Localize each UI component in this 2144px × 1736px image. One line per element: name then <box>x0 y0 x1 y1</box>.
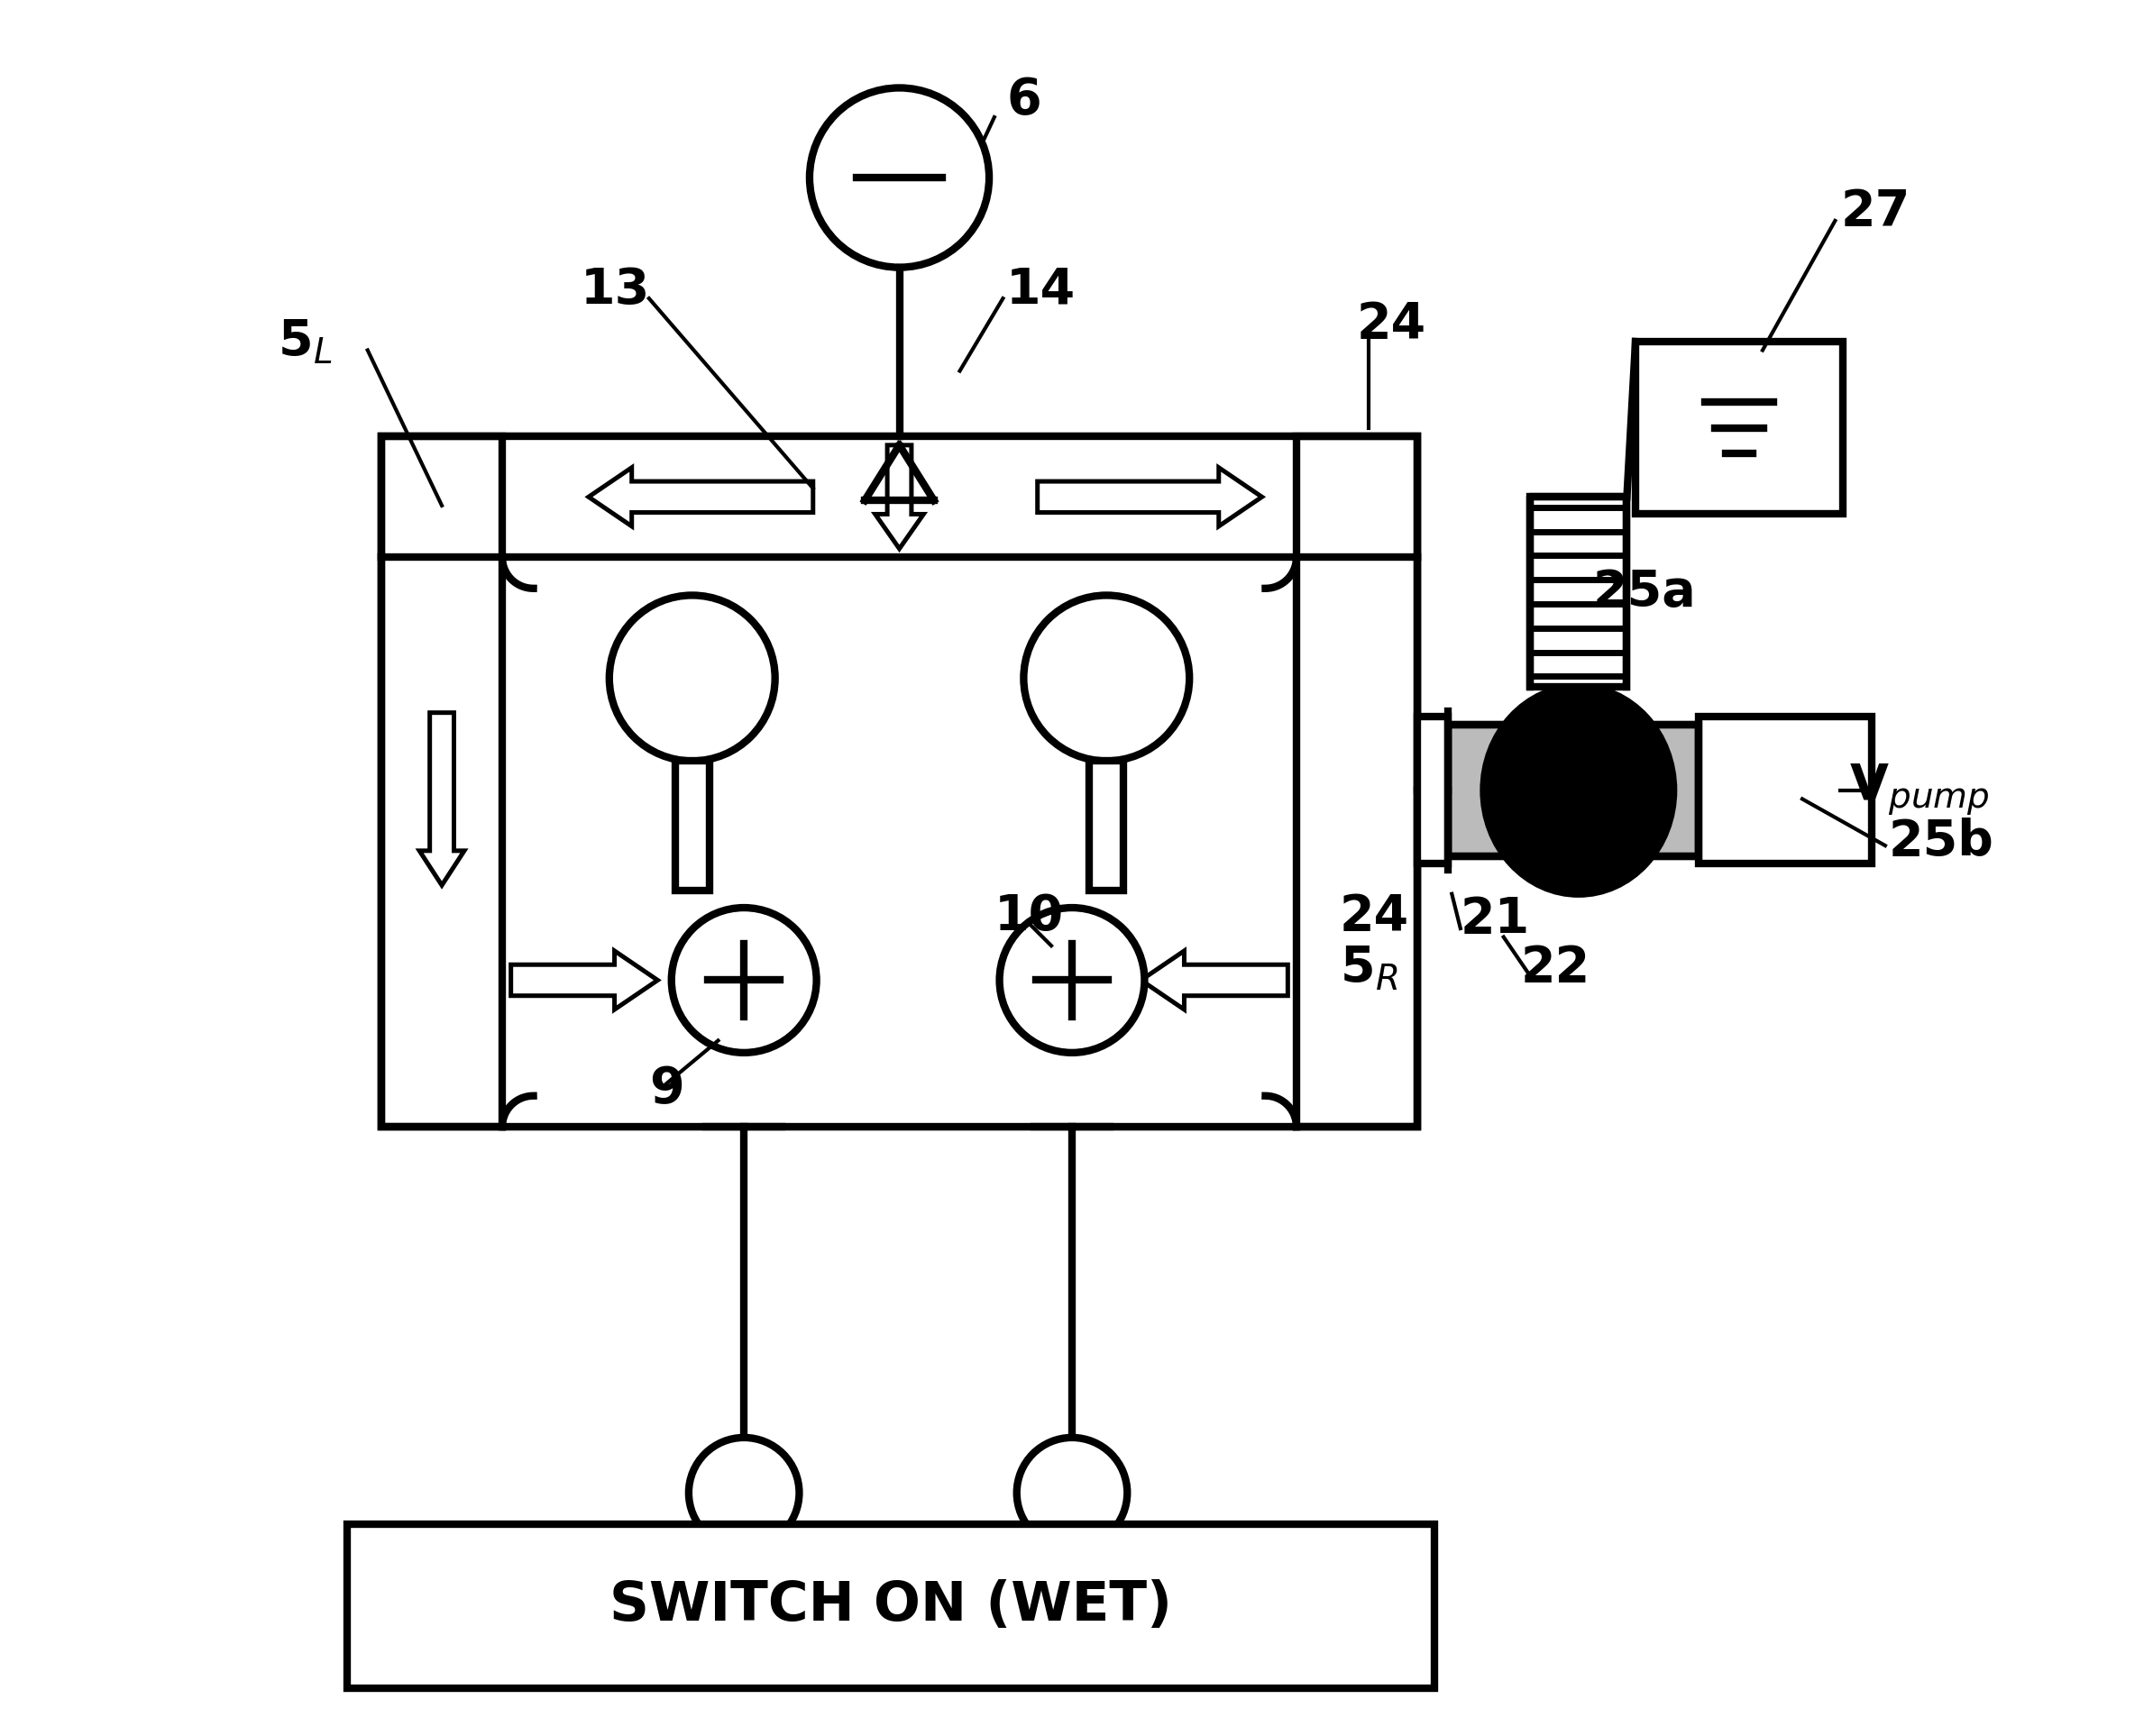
Text: 25b: 25b <box>1889 818 1994 866</box>
Circle shape <box>810 89 988 267</box>
Text: 27: 27 <box>1840 187 1910 236</box>
Text: 14: 14 <box>1006 266 1076 314</box>
Bar <box>1698 717 1872 865</box>
Text: 24: 24 <box>1357 300 1426 349</box>
Text: 22: 22 <box>1520 944 1591 993</box>
Circle shape <box>671 908 817 1052</box>
Text: 5$_R$: 5$_R$ <box>1340 944 1398 993</box>
Bar <box>1449 724 1698 856</box>
Text: 6: 6 <box>1006 76 1042 125</box>
Bar <box>1698 717 1872 865</box>
Bar <box>502 436 1297 1127</box>
Bar <box>1417 717 1449 865</box>
Bar <box>382 436 1417 1127</box>
Polygon shape <box>875 444 924 549</box>
Bar <box>347 1524 1434 1687</box>
Ellipse shape <box>1484 687 1674 894</box>
Text: 21: 21 <box>1460 896 1531 944</box>
Bar <box>675 760 710 891</box>
Bar <box>1089 760 1123 891</box>
Bar <box>1417 717 1449 865</box>
Bar <box>382 436 1417 1127</box>
Text: 24: 24 <box>1340 892 1409 941</box>
Polygon shape <box>420 713 465 885</box>
Bar <box>1636 342 1842 514</box>
Bar <box>1449 724 1698 856</box>
Bar <box>382 436 502 1127</box>
Circle shape <box>1016 1437 1128 1549</box>
Text: SWITCH ON (WET): SWITCH ON (WET) <box>609 1580 1173 1632</box>
Text: 10: 10 <box>995 892 1063 941</box>
Bar <box>1531 496 1627 687</box>
Bar <box>1449 724 1698 856</box>
Polygon shape <box>590 467 813 526</box>
Polygon shape <box>1141 951 1289 1010</box>
Text: V$_{pump}$: V$_{pump}$ <box>1848 762 1990 818</box>
Bar <box>1297 436 1417 1127</box>
Text: 25a: 25a <box>1593 568 1696 616</box>
Text: 9: 9 <box>650 1064 684 1113</box>
Circle shape <box>609 595 774 760</box>
Polygon shape <box>510 951 658 1010</box>
Circle shape <box>1023 595 1190 760</box>
Circle shape <box>688 1437 800 1549</box>
Bar <box>382 436 502 1127</box>
Polygon shape <box>1038 467 1263 526</box>
Circle shape <box>999 908 1145 1052</box>
Text: 5$_L$: 5$_L$ <box>279 318 332 366</box>
Bar <box>1297 436 1417 1127</box>
Text: 13: 13 <box>581 266 650 314</box>
